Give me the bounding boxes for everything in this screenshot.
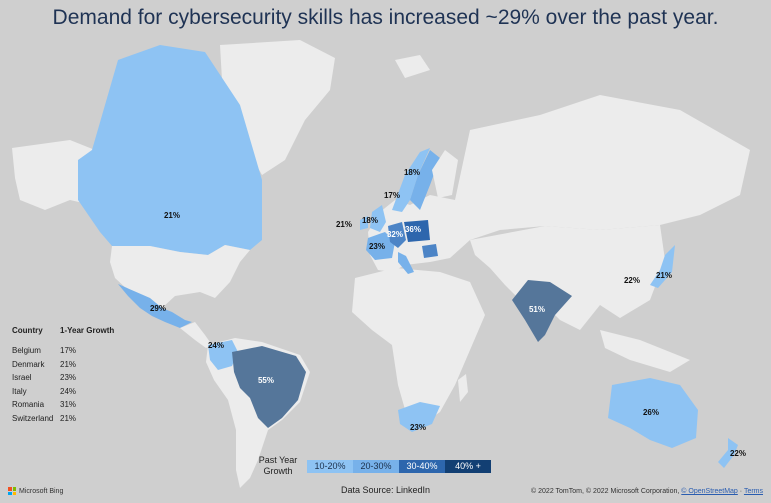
table-row: Denmark 21% xyxy=(12,358,114,372)
table-cell-country: Israel xyxy=(12,373,32,383)
legend-item-40-plus[interactable]: 40% + xyxy=(445,460,491,473)
region-ireland[interactable] xyxy=(360,216,368,230)
label-germany: 32% xyxy=(387,230,403,239)
region-sweden[interactable] xyxy=(410,150,440,210)
label-japan: 21% xyxy=(656,271,672,280)
legend-title: Past Year Growth xyxy=(258,455,298,476)
data-source: Data Source: LinkedIn xyxy=(340,485,431,495)
table-cell-growth: 31% xyxy=(60,400,77,410)
table-header-row: Country 1-Year Growth xyxy=(12,326,114,344)
region-mexico[interactable] xyxy=(118,284,192,328)
land-central-america xyxy=(180,322,212,348)
label-norway: 17% xyxy=(384,191,400,200)
table-cell-country: Denmark xyxy=(12,359,45,369)
label-mexico: 29% xyxy=(150,304,166,313)
microsoft-logo-icon xyxy=(8,487,16,495)
legend-item-30-40[interactable]: 30-40% xyxy=(399,460,445,473)
region-poland[interactable] xyxy=(404,220,430,242)
region-italy[interactable] xyxy=(398,252,414,274)
bing-brand[interactable]: Microsoft Bing xyxy=(8,487,63,495)
table-header-growth: 1-Year Growth xyxy=(60,326,115,335)
legend-item-10-20[interactable]: 10-20% xyxy=(307,460,353,473)
growth-table: Country 1-Year Growth Belgium 17% Denmar… xyxy=(12,326,114,425)
table-row: Israel 23% xyxy=(12,371,114,385)
label-sweden: 18% xyxy=(404,168,420,177)
land-russia xyxy=(455,95,750,240)
region-south-africa[interactable] xyxy=(398,402,440,432)
osm-link[interactable]: © OpenStreetMap xyxy=(681,488,738,495)
region-colombia[interactable] xyxy=(208,340,238,370)
region-romania[interactable] xyxy=(422,244,438,258)
region-china xyxy=(560,240,655,302)
table-header-country: Country xyxy=(12,326,43,335)
land-svalbard xyxy=(395,55,430,78)
label-brazil: 55% xyxy=(258,376,274,385)
land-africa xyxy=(352,268,485,426)
land-usa xyxy=(110,245,250,308)
label-china: 22% xyxy=(624,276,640,285)
table-cell-growth: 21% xyxy=(60,413,77,423)
region-germany[interactable] xyxy=(388,222,406,248)
land-southeast-asia xyxy=(600,330,690,372)
label-france: 23% xyxy=(369,242,385,251)
land-finland xyxy=(432,150,458,198)
label-new-zealand: 22% xyxy=(730,449,746,458)
table-cell-country: Italy xyxy=(12,386,27,396)
region-france[interactable] xyxy=(366,232,395,260)
terms-link[interactable]: Terms xyxy=(743,488,763,495)
table-cell-country: Switzerland xyxy=(12,413,54,423)
table-cell-growth: 24% xyxy=(60,386,77,396)
table-row: Switzerland 21% xyxy=(12,412,114,426)
region-new-zealand[interactable] xyxy=(718,438,738,468)
region-united-kingdom[interactable] xyxy=(370,205,386,232)
region-norway[interactable] xyxy=(392,148,430,212)
land-alaska xyxy=(12,140,95,210)
region-canada[interactable] xyxy=(78,45,262,255)
land-madagascar xyxy=(458,374,468,402)
label-colombia: 24% xyxy=(208,341,224,350)
region-india[interactable] xyxy=(512,280,572,342)
table-row: Belgium 17% xyxy=(12,344,114,358)
bing-brand-text: Microsoft Bing xyxy=(19,487,64,495)
label-india: 51% xyxy=(529,305,545,314)
label-united-kingdom: 18% xyxy=(362,216,378,225)
table-row: Italy 24% xyxy=(12,385,114,399)
table-cell-growth: 23% xyxy=(60,373,77,383)
map-title: Demand for cybersecurity skills has incr… xyxy=(52,6,719,29)
copyright-text: © 2022 TomTom, © 2022 Microsoft Corporat… xyxy=(531,488,680,495)
table-cell-country: Romania xyxy=(12,400,45,410)
table-cell-country: Belgium xyxy=(12,346,41,356)
table-cell-growth: 17% xyxy=(60,346,77,356)
region-australia[interactable] xyxy=(608,378,698,448)
label-poland: 36% xyxy=(405,225,421,234)
table-cell-growth: 21% xyxy=(60,359,77,369)
label-australia: 26% xyxy=(643,408,659,417)
copyright: © 2022 TomTom, © 2022 Microsoft Corporat… xyxy=(531,488,763,495)
table-row: Romania 31% xyxy=(12,398,114,412)
region-japan[interactable] xyxy=(650,245,675,288)
label-south-africa: 23% xyxy=(410,423,426,432)
region-brazil[interactable] xyxy=(232,346,306,428)
label-ireland: 21% xyxy=(336,220,352,229)
legend-item-20-30[interactable]: 20-30% xyxy=(353,460,399,473)
legend: 10-20% 20-30% 30-40% 40% + xyxy=(307,460,491,473)
label-canada: 21% xyxy=(164,211,180,220)
